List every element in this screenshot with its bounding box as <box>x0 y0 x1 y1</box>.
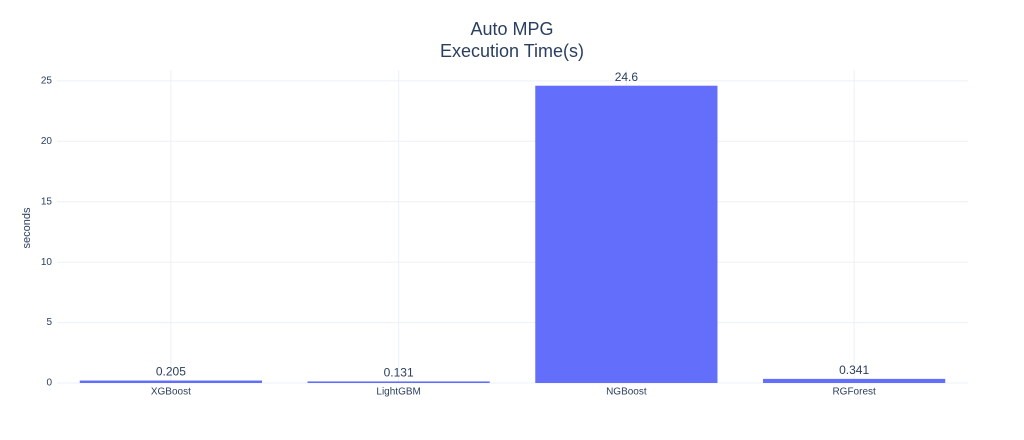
bar <box>535 85 718 384</box>
y-tick-label: 0 <box>46 378 52 389</box>
y-tick-label: 20 <box>41 136 53 147</box>
data-label: 0.131 <box>384 366 414 380</box>
y-tick-label: 5 <box>46 317 52 328</box>
chart-title: Auto MPG <box>470 19 553 39</box>
bar <box>79 380 262 383</box>
data-label: 24.6 <box>615 70 639 84</box>
y-tick-label: 10 <box>41 257 53 268</box>
chart-subtitle: Execution Time(s) <box>440 41 584 61</box>
data-label: 0.341 <box>839 363 869 377</box>
x-tick-label: RGForest <box>832 387 876 398</box>
x-tick-label: LightGBM <box>376 387 420 398</box>
bar <box>763 378 946 383</box>
x-tick-label: XGBoost <box>151 387 191 398</box>
bar <box>307 381 490 383</box>
x-tick-label: NGBoost <box>606 387 647 398</box>
y-tick-label: 15 <box>41 196 53 207</box>
y-tick-label: 25 <box>41 76 53 87</box>
y-axis-label: seconds <box>21 207 33 248</box>
data-label: 0.205 <box>156 365 186 379</box>
